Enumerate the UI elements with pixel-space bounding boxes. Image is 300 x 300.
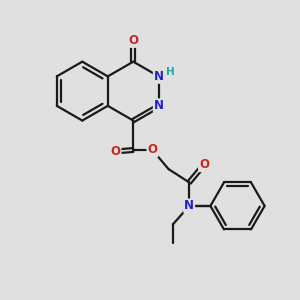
Text: N: N — [154, 99, 164, 112]
Text: O: O — [147, 143, 158, 157]
Text: N: N — [154, 70, 164, 83]
Text: H: H — [166, 67, 174, 77]
Text: O: O — [111, 145, 121, 158]
Text: O: O — [128, 34, 138, 47]
Text: O: O — [199, 158, 209, 171]
Text: N: N — [184, 200, 194, 212]
